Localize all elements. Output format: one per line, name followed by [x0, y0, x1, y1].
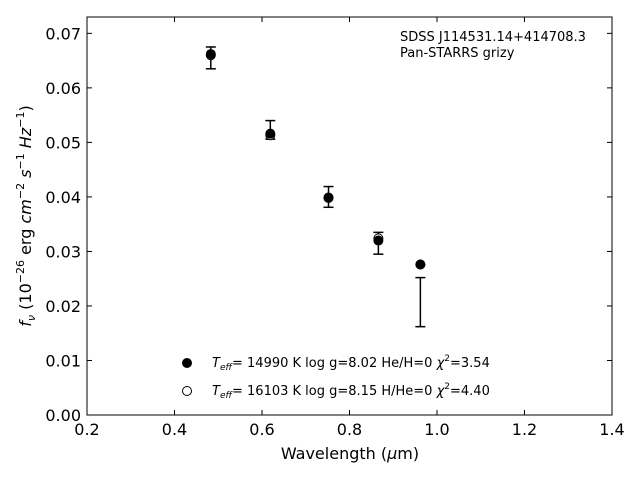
x-tick-label: 0.4 — [162, 420, 187, 439]
y-tick-label: 0.03 — [45, 242, 81, 261]
x-axis: 0.2 0.4 0.6 0.8 1.0 1.2 1.4 — [74, 17, 625, 439]
x-tick-label: 1.0 — [424, 420, 449, 439]
model-point-filled — [373, 235, 384, 246]
y-tick-label: 0.05 — [45, 133, 81, 152]
y-tick-label: 0.04 — [45, 188, 81, 207]
x-axis-title: Wavelength (μm) — [281, 444, 419, 463]
y-axis: 0.00 0.01 0.02 0.03 0.04 0.05 0.06 0.07 — [45, 24, 612, 425]
y-tick-label: 0.00 — [45, 406, 81, 425]
model-point-filled — [265, 128, 276, 139]
annotation-line-1: SDSS J114531.14+414708.3 — [400, 30, 586, 45]
x-tick-label: 0.8 — [337, 420, 362, 439]
observed-error-bar — [415, 276, 426, 328]
model-point-filled — [205, 49, 216, 60]
model-point-filled — [415, 259, 426, 270]
x-tick-label: 0.2 — [74, 420, 99, 439]
annotation-line-2: Pan-STARRS grizy — [400, 46, 515, 61]
y-tick-label: 0.07 — [45, 24, 81, 43]
legend-marker-filled — [182, 358, 192, 368]
model-point-filled — [323, 193, 334, 204]
x-tick-label: 0.6 — [249, 420, 274, 439]
model-markers — [205, 49, 426, 270]
legend: Teff= 14990 K log g=8.02 He/H=0 χ2=3.54 … — [182, 354, 490, 401]
legend-label-1: Teff= 14990 K log g=8.02 He/H=0 χ2=3.54 — [212, 354, 490, 373]
observed-error-bars — [205, 46, 426, 328]
y-tick-label: 0.06 — [45, 79, 81, 98]
x-tick-label: 1.2 — [512, 420, 537, 439]
y-axis-title: fν (10−26 erg cm−2 s−1 Hz−1) — [14, 105, 38, 326]
x-tick-label: 1.4 — [599, 420, 624, 439]
legend-label-2: Teff= 16103 K log g=8.15 H/He=0 χ2=4.40 — [212, 382, 490, 401]
legend-marker-open — [182, 386, 192, 396]
y-tick-label: 0.02 — [45, 297, 81, 316]
y-tick-label: 0.01 — [45, 351, 81, 370]
